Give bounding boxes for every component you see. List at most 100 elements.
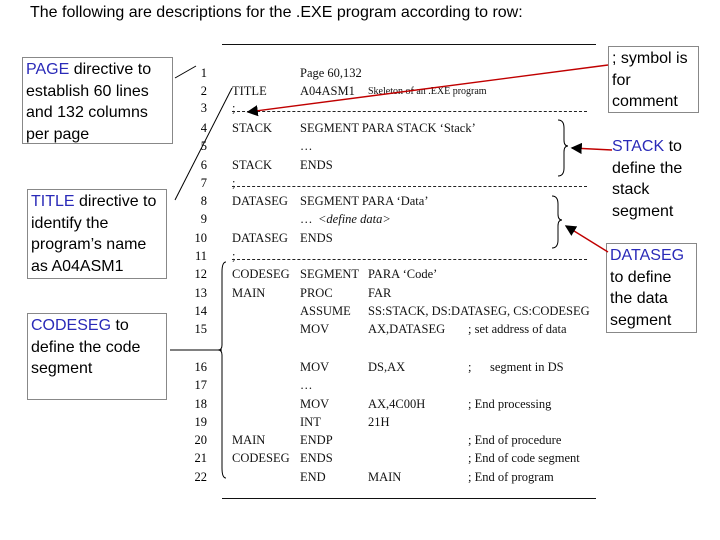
row12-op: SEGMENT [300,267,360,281]
row8-label: DATASEG [232,194,288,208]
page-directive: Page 60,132 [300,66,362,80]
row21-label: CODESEG [232,451,290,465]
stack-callout-text: to define the stack segment [612,138,683,220]
row8-op: SEGMENT PARA ‘Data’ [300,194,429,208]
title-directive-callout: TITLE directive to identify the program’… [27,189,167,279]
line-number: 21 [194,451,208,465]
dataseg-callout-text: to define the data segment [610,268,672,329]
row22-comment: ; End of program [468,470,554,484]
row15-op: MOV [300,322,330,336]
row17-op: … [300,378,313,392]
row18-op: MOV [300,397,330,411]
codeseg-bracket [217,261,227,479]
line-number: 14 [194,304,208,318]
line-number: 1 [200,66,207,80]
row5-op: … [300,139,313,153]
page-callout-text: directive to establish 60 lines and 132 … [26,61,152,143]
row12-arg: PARA ‘Code’ [368,267,438,281]
row10-label: DATASEG [232,231,288,245]
codeseg-callout: CODESEG to define the code segment [27,313,167,400]
comment-arrow [246,64,609,117]
row16-op: MOV [300,360,330,374]
row21-comment: ; End of code segment [468,451,580,465]
row15-arg: AX,DATASEG [368,322,446,336]
dataseg-keyword: DATASEG [610,247,685,264]
row16-comment: ; [468,360,472,374]
row19-op: INT [300,415,321,429]
line-number: 16 [194,360,208,374]
line-number: 22 [194,470,208,484]
row16-arg: DS,AX [368,360,406,374]
dataseg-bracket [551,195,563,249]
row11-separator [232,259,587,260]
row14-arg: SS:STACK, DS:DATASEG, CS:CODESEG [368,304,590,318]
row2-op: A04ASM1 [300,84,355,98]
dataseg-arrow [564,225,609,253]
listing-top-rule [222,44,596,45]
page-heading: The following are descriptions for the .… [30,4,523,21]
row21-op: ENDS [300,451,333,465]
line-number: 18 [194,397,208,411]
page-keyword: PAGE [26,61,70,78]
row22-arg: MAIN [368,470,402,484]
row13-op: PROC [300,286,333,300]
row16-comment-text: segment in DS [490,360,564,374]
codeseg-keyword: CODESEG [31,317,112,334]
row19-arg: 21H [368,415,390,429]
row6-label: STACK [232,158,272,172]
line-number: 13 [194,286,208,300]
row7-separator [232,186,587,187]
dataseg-callout: DATASEG to define the data segment [606,243,697,333]
comment-symbol-callout: ; symbol is for comment [608,46,699,113]
line-number: 2 [200,84,207,98]
row12-label: CODESEG [232,267,290,281]
row2-label: TITLE [232,84,267,98]
title-keyword: TITLE [31,193,75,210]
line-number: 8 [200,194,207,208]
row11-comment: ; [232,249,236,263]
row2-arg: Skeleton of an .EXE program [368,86,487,97]
row6-op: ENDS [300,158,333,172]
stack-bracket [557,119,569,177]
row18-arg: AX,4C00H [368,397,426,411]
page-connector-line [174,65,197,79]
row13-arg: FAR [368,286,392,300]
row15-comment: ; set address of data [468,322,567,336]
title-connector-line [174,87,233,201]
row9-arg: <define data> [318,212,391,226]
row4-op: SEGMENT PARA STACK ‘Stack’ [300,121,476,135]
line-number: 9 [200,212,207,226]
row3-separator [232,111,587,112]
row20-comment: ; End of procedure [468,433,562,447]
line-number: 20 [194,433,208,447]
codeseg-callout-text: to define the code segment [31,317,141,377]
row10-op: ENDS [300,231,333,245]
stack-callout: STACK to define the stack segment [609,135,699,225]
line-number: 6 [200,158,207,172]
line-number: 3 [200,101,207,115]
listing-bottom-rule [222,498,596,499]
row20-op: ENDP [300,433,333,447]
line-number: 15 [194,322,208,336]
row20-label: MAIN [232,433,266,447]
line-number: 10 [194,231,208,245]
title-callout-text: directive to identify the program’s name… [31,193,157,275]
row22-op: END [300,470,326,484]
row9-op: … [300,212,313,226]
line-number: 12 [194,267,208,281]
row3-comment: ; [232,101,236,115]
row13-label: MAIN [232,286,266,300]
line-number: 7 [200,176,207,190]
comment-callout-text: ; symbol is for comment [612,50,688,110]
row18-comment: ; End processing [468,397,552,411]
line-number: 19 [194,415,208,429]
row4-label: STACK [232,121,272,135]
line-number: 17 [194,378,208,392]
row14-op: ASSUME [300,304,351,318]
line-number: 4 [200,121,207,135]
line-number: 5 [200,139,207,153]
stack-arrow [570,142,613,155]
stack-keyword: STACK [612,138,665,155]
